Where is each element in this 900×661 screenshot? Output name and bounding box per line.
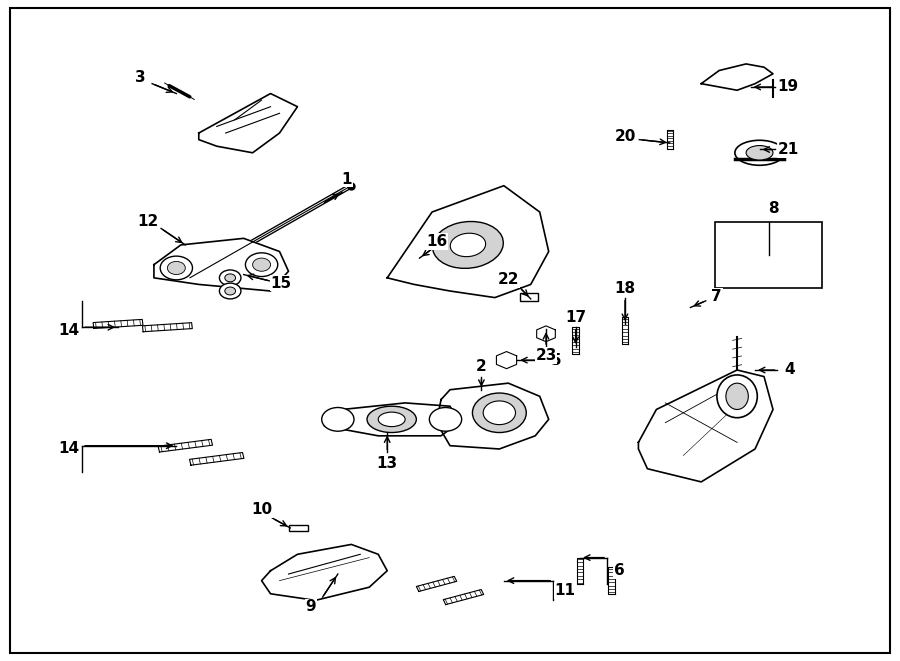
Text: 6: 6 [614, 563, 625, 578]
Text: 8: 8 [768, 201, 778, 216]
Ellipse shape [378, 412, 405, 426]
Polygon shape [199, 94, 298, 153]
Text: 14: 14 [58, 323, 79, 338]
Circle shape [160, 256, 193, 280]
Polygon shape [324, 403, 459, 436]
Bar [715, 222, 823, 288]
Text: 2: 2 [476, 359, 487, 374]
Text: 17: 17 [565, 311, 586, 325]
Ellipse shape [726, 383, 748, 409]
Text: 5: 5 [551, 352, 562, 368]
Ellipse shape [717, 375, 757, 418]
Ellipse shape [450, 233, 486, 256]
Text: 20: 20 [616, 129, 636, 144]
Ellipse shape [746, 145, 773, 160]
Polygon shape [536, 326, 555, 342]
Circle shape [220, 283, 241, 299]
Text: 10: 10 [251, 502, 272, 517]
Polygon shape [154, 239, 289, 291]
Circle shape [220, 270, 241, 286]
Text: 14: 14 [58, 442, 79, 457]
Polygon shape [701, 64, 773, 91]
Ellipse shape [735, 140, 784, 165]
Circle shape [246, 253, 278, 276]
Polygon shape [638, 370, 773, 482]
Text: 19: 19 [778, 79, 799, 95]
Ellipse shape [367, 407, 417, 432]
Text: 1: 1 [342, 172, 352, 186]
Circle shape [483, 401, 516, 424]
Circle shape [472, 393, 526, 432]
Polygon shape [262, 545, 387, 600]
Polygon shape [497, 352, 517, 369]
Text: 4: 4 [784, 362, 795, 377]
Text: 18: 18 [615, 281, 635, 296]
Text: 16: 16 [426, 234, 447, 249]
Polygon shape [387, 186, 549, 297]
Text: 12: 12 [137, 214, 158, 229]
Text: 11: 11 [554, 583, 575, 598]
Text: 15: 15 [271, 276, 292, 291]
Text: 22: 22 [498, 272, 519, 288]
Bar [289, 525, 308, 531]
Text: 23: 23 [536, 348, 557, 363]
Text: 3: 3 [135, 69, 146, 85]
Text: 9: 9 [306, 600, 316, 615]
Circle shape [321, 408, 354, 431]
Circle shape [225, 274, 236, 282]
Ellipse shape [433, 221, 503, 268]
Bar [520, 293, 538, 301]
Circle shape [429, 408, 462, 431]
Text: 21: 21 [778, 142, 799, 157]
Circle shape [167, 261, 185, 274]
Circle shape [225, 287, 236, 295]
Circle shape [253, 258, 271, 271]
Text: 7: 7 [711, 289, 722, 304]
Polygon shape [436, 383, 549, 449]
Text: 13: 13 [376, 456, 398, 471]
